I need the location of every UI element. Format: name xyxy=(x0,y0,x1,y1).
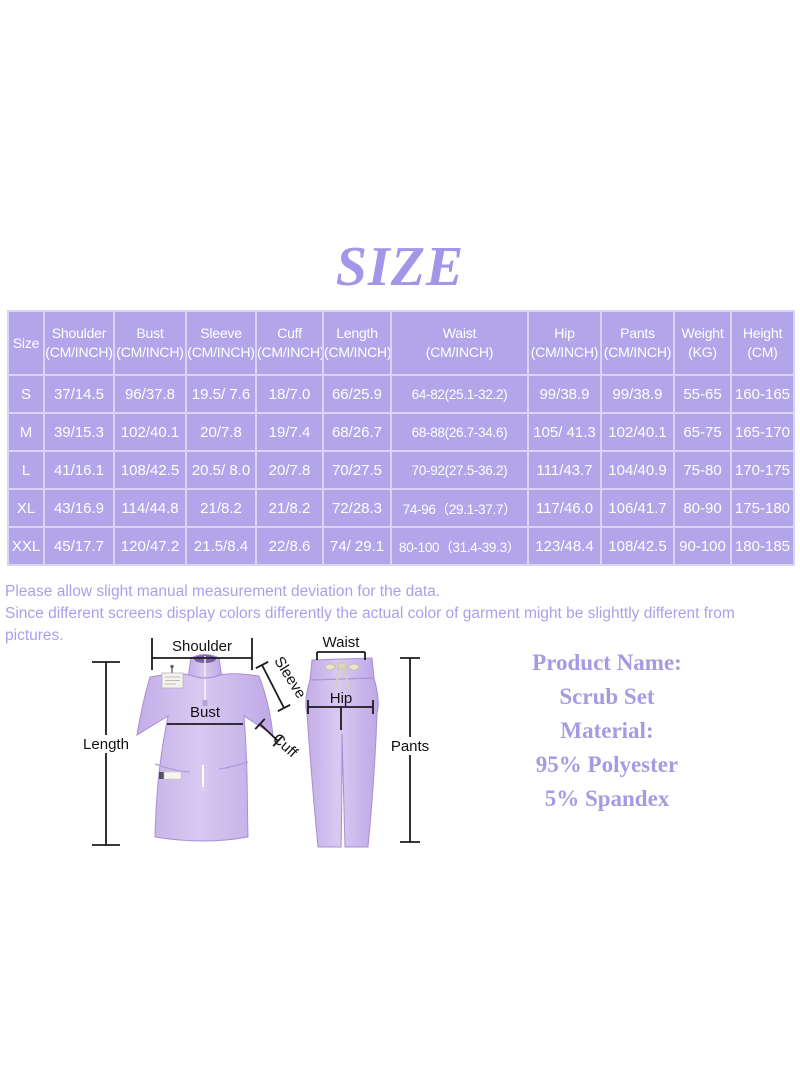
hip-label: Hip xyxy=(330,690,353,707)
size-cell: XL xyxy=(7,488,45,528)
value-cell: 18/7.0 xyxy=(255,374,324,414)
col-header-size: Size xyxy=(7,310,45,376)
value-cell: 20.5/ 8.0 xyxy=(185,450,257,490)
value-cell: 68-88(26.7-34.6) xyxy=(390,412,529,452)
value-cell: 65-75 xyxy=(673,412,732,452)
value-cell: 80-100（31.4-39.3） xyxy=(390,526,529,566)
value-cell: 19.5/ 7.6 xyxy=(185,374,257,414)
value-cell: 106/41.7 xyxy=(600,488,675,528)
product-name-label: Product Name: xyxy=(532,650,682,675)
measurement-lines: Shoulder Length Bust Sleeve Cuff Waist H… xyxy=(78,634,432,846)
disclaimer-notes: Please allow slight manual measurement d… xyxy=(5,581,775,647)
col-header-height: Height (CM) xyxy=(730,310,795,376)
product-name-value: Scrub Set xyxy=(559,684,655,709)
value-cell: 180-185 xyxy=(730,526,795,566)
value-cell: 22/8.6 xyxy=(255,526,324,566)
product-info: Product Name: Scrub Set Material: 95% Po… xyxy=(472,646,742,816)
note-line: Since different screens display colors d… xyxy=(5,605,735,622)
value-cell: 123/48.4 xyxy=(527,526,602,566)
value-cell: 165-170 xyxy=(730,412,795,452)
note-line: pictures. xyxy=(5,627,64,644)
value-cell: 74-96（29.1-37.7） xyxy=(390,488,529,528)
value-cell: 39/15.3 xyxy=(43,412,115,452)
value-cell: 96/37.8 xyxy=(113,374,187,414)
value-cell: 90-100 xyxy=(673,526,732,566)
value-cell: 21/8.2 xyxy=(185,488,257,528)
col-header-sleeve: Sleeve (CM/INCH) xyxy=(185,310,257,376)
value-cell: 55-65 xyxy=(673,374,732,414)
value-cell: 170-175 xyxy=(730,450,795,490)
value-cell: 45/17.7 xyxy=(43,526,115,566)
value-cell: 20/7.8 xyxy=(255,450,324,490)
page-title: SIZE xyxy=(335,236,465,298)
table-row: XXL 45/17.7 120/47.2 21.5/8.4 22/8.6 74/ 29.1… xyxy=(7,526,795,566)
value-cell: 105/ 41.3 xyxy=(527,412,602,452)
waist-label: Waist xyxy=(323,634,361,651)
col-header-cuff: Cuff (CM/INCH) xyxy=(255,310,324,376)
size-cell: M xyxy=(7,412,45,452)
value-cell: 21.5/8.4 xyxy=(185,526,257,566)
col-header-pants: Pants (CM/INCH) xyxy=(600,310,675,376)
material-value-1: 95% Polyester xyxy=(535,752,679,777)
value-cell: 99/38.9 xyxy=(600,374,675,414)
value-cell: 64-82(25.1-32.2) xyxy=(390,374,529,414)
scrub-top-illustration xyxy=(136,654,274,842)
table-row: S 37/14.5 96/37.8 19.5/ 7.6 18/7.0 66/25.9 64-… xyxy=(7,374,795,414)
value-cell: 43/16.9 xyxy=(43,488,115,528)
value-cell: 99/38.9 xyxy=(527,374,602,414)
table-row: M 39/15.3 102/40.1 20/7.8 19/7.4 68/26.7 68-88… xyxy=(7,412,795,452)
measurement-diagram: Shoulder Length Bust Sleeve Cuff Waist H… xyxy=(78,634,432,848)
length-label: Length xyxy=(83,736,129,753)
value-cell: 21/8.2 xyxy=(255,488,324,528)
pants-label: Pants xyxy=(391,738,429,755)
col-header-waist: Waist (CM/INCH) xyxy=(390,310,529,376)
value-cell: 102/40.1 xyxy=(113,412,187,452)
size-cell: L xyxy=(7,450,45,490)
value-cell: 70/27.5 xyxy=(322,450,392,490)
value-cell: 104/40.9 xyxy=(600,450,675,490)
shoulder-label: Shoulder xyxy=(172,638,232,655)
value-cell: 41/16.1 xyxy=(43,450,115,490)
scrub-pants-illustration xyxy=(305,657,379,848)
value-cell: 72/28.3 xyxy=(322,488,392,528)
size-table: Size Shoulder (CM/INCH) Bust (CM/INCH) Sleeve… xyxy=(7,310,795,566)
cuff-label: Cuff xyxy=(269,730,301,761)
value-cell: 68/26.7 xyxy=(322,412,392,452)
table-row: L 41/16.1 108/42.5 20.5/ 8.0 20/7.8 70/27.5 70… xyxy=(7,450,795,490)
value-cell: 114/44.8 xyxy=(113,488,187,528)
value-cell: 160-165 xyxy=(730,374,795,414)
value-cell: 66/25.9 xyxy=(322,374,392,414)
value-cell: 102/40.1 xyxy=(600,412,675,452)
material-label: Material: xyxy=(560,718,654,743)
table-row: XL 43/16.9 114/44.8 21/8.2 21/8.2 72/28.3 74-9… xyxy=(7,488,795,528)
value-cell: 117/46.0 xyxy=(527,488,602,528)
col-header-shoulder: Shoulder (CM/INCH) xyxy=(43,310,115,376)
value-cell: 20/7.8 xyxy=(185,412,257,452)
col-header-bust: Bust (CM/INCH) xyxy=(113,310,187,376)
value-cell: 75-80 xyxy=(673,450,732,490)
value-cell: 37/14.5 xyxy=(43,374,115,414)
col-header-length: Length (CM/INCH) xyxy=(322,310,392,376)
value-cell: 74/ 29.1 xyxy=(322,526,392,566)
size-cell: XXL xyxy=(7,526,45,566)
value-cell: 175-180 xyxy=(730,488,795,528)
value-cell: 120/47.2 xyxy=(113,526,187,566)
material-value-2: 5% Spandex xyxy=(544,786,670,811)
size-table-body: S 37/14.5 96/37.8 19.5/ 7.6 18/7.0 66/25.9 64-… xyxy=(7,374,795,566)
size-table-head: Size Shoulder (CM/INCH) Bust (CM/INCH) Sleeve… xyxy=(7,310,795,376)
value-cell: 111/43.7 xyxy=(527,450,602,490)
note-line: Please allow slight manual measurement d… xyxy=(5,583,441,600)
value-cell: 19/7.4 xyxy=(255,412,324,452)
value-cell: 108/42.5 xyxy=(600,526,675,566)
header-row: Size Shoulder (CM/INCH) Bust (CM/INCH) Sleeve… xyxy=(7,310,795,376)
value-cell: 70-92(27.5-36.2) xyxy=(390,450,529,490)
value-cell: 108/42.5 xyxy=(113,450,187,490)
bust-label: Bust xyxy=(190,704,221,721)
value-cell: 80-90 xyxy=(673,488,732,528)
col-header-hip: Hip (CM/INCH) xyxy=(527,310,602,376)
size-cell: S xyxy=(7,374,45,414)
col-header-weight: Weight (KG) xyxy=(673,310,732,376)
